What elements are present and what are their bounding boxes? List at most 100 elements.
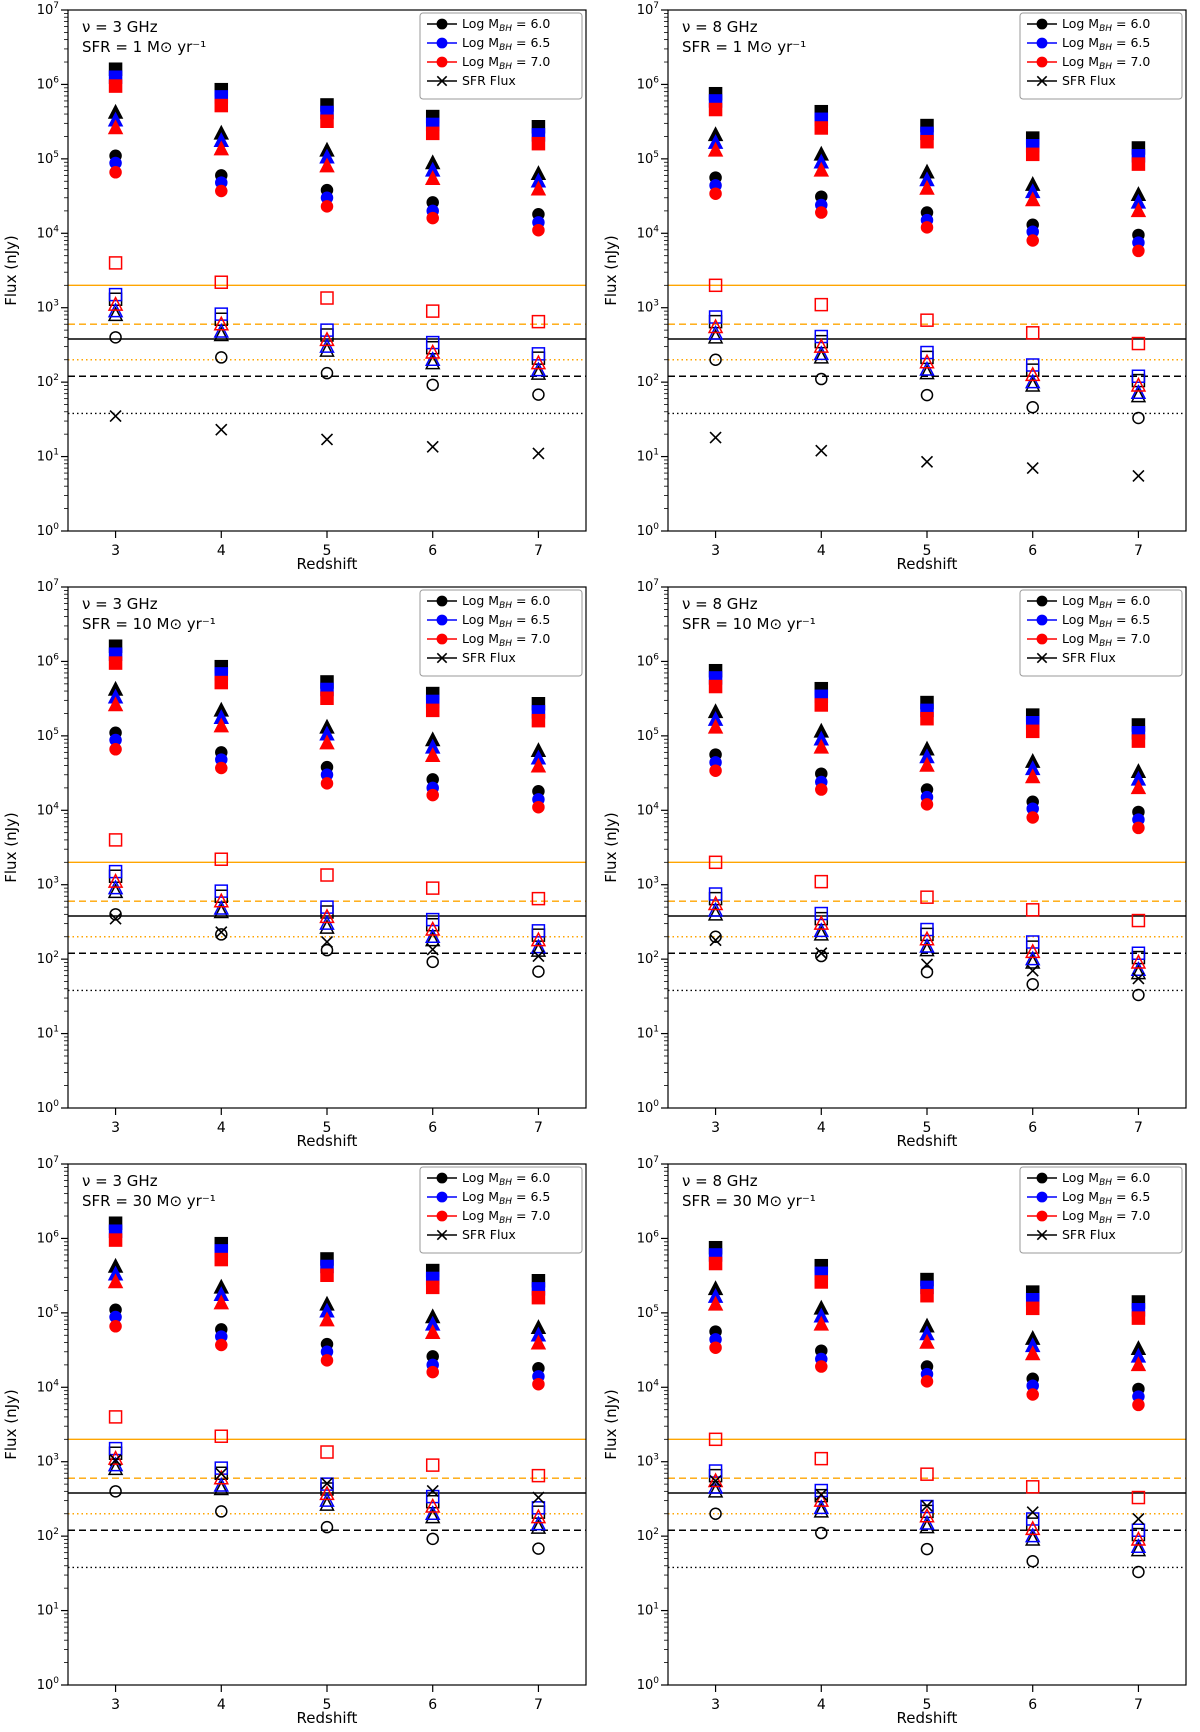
data-point-x: [815, 444, 828, 457]
y-tick-label: 103: [37, 1453, 59, 1470]
x-tick-label: 4: [217, 1697, 226, 1713]
data-point-square: [531, 891, 546, 906]
data-point-square: [320, 1268, 334, 1283]
data-point-square: [1131, 1523, 1146, 1537]
panel-title-line-0: ν = 3 GHz: [82, 1172, 158, 1190]
x-tick-label: 5: [323, 1697, 332, 1713]
data-point-square: [708, 1432, 723, 1447]
series-open-triangle-mbh6.0: [107, 1460, 547, 1534]
data-point-triangle: [107, 1273, 124, 1289]
y-tick-label: 104: [637, 801, 660, 818]
data-point-x: [1132, 1512, 1145, 1526]
data-point-square: [320, 291, 334, 305]
series-filled-circle-mbh7.0: [709, 187, 1145, 258]
series-open-triangle-mbh6.5: [107, 302, 547, 377]
data-point-circle: [920, 798, 934, 811]
data-point-square: [425, 335, 440, 350]
data-point-square: [708, 679, 723, 694]
series-filled-circle-mbh7.0: [109, 1320, 545, 1391]
data-point-x: [1036, 1229, 1048, 1241]
legend-label: Log MBH = 6.0: [462, 16, 550, 34]
data-point-x: [1026, 462, 1039, 475]
y-tick-label: 101: [37, 448, 59, 465]
series-open-triangle-mbh6.0: [707, 328, 1147, 403]
data-point-triangle: [213, 1294, 230, 1310]
data-point-triangle: [107, 873, 124, 888]
data-point-triangle: [813, 925, 830, 941]
data-point-triangle: [1024, 1520, 1041, 1536]
series-filled-triangle-mbh7.0: [707, 718, 1147, 795]
data-point-triangle: [319, 734, 335, 750]
series-filled-triangle-mbh6.5: [107, 111, 547, 188]
data-point-square: [108, 656, 123, 670]
data-point-x: [815, 947, 828, 960]
data-point-square: [214, 1252, 229, 1267]
data-point-square: [531, 1290, 546, 1305]
data-point-circle: [709, 187, 722, 200]
data-point-triangle: [1024, 373, 1041, 389]
series-sfr-flux: [709, 934, 1145, 985]
y-tick-label: 101: [637, 448, 659, 465]
data-point-triangle: [919, 1514, 935, 1530]
x-tick-label: 5: [323, 1120, 332, 1136]
data-point-triangle: [813, 1492, 830, 1507]
chart-flux-vs-redshift-3ghz-sfr10: 100 101 102 103 104 105 106 107 3 4 5 6 7 Redshift Flu…: [2, 578, 587, 1150]
data-point-triangle: [424, 1324, 441, 1340]
data-point-triangle: [530, 365, 547, 380]
panel-title-line-1: SFR = 10 M⊙ yr⁻¹: [682, 615, 816, 633]
series-sfr-flux: [709, 431, 1145, 482]
y-tick-label: 106: [37, 1229, 60, 1246]
data-point-x: [1132, 469, 1145, 482]
data-point-square: [108, 256, 123, 270]
panel-title-line-1: SFR = 1 M⊙ yr⁻¹: [682, 38, 806, 56]
y-tick-label: 102: [37, 950, 59, 967]
data-point-triangle: [530, 180, 547, 196]
x-tick-label: 6: [428, 1697, 437, 1713]
panel-title-line-0: ν = 3 GHz: [82, 18, 158, 36]
data-point-triangle: [213, 326, 230, 342]
series-open-triangle-mbh6.5: [707, 324, 1147, 400]
data-point-triangle: [424, 1505, 441, 1520]
y-tick-label: 104: [637, 224, 660, 241]
panel-title-line-0: ν = 8 GHz: [682, 1172, 758, 1190]
data-point-circle: [815, 1526, 828, 1540]
data-point-square: [425, 1458, 440, 1472]
data-point-square: [814, 121, 829, 135]
series-filled-square-mbh7.0: [708, 679, 1146, 748]
y-tick-label: 107: [37, 1, 59, 18]
data-point-x: [1036, 652, 1048, 664]
data-point-circle: [426, 1365, 439, 1379]
x-tick-label: 5: [923, 543, 932, 559]
data-point-x: [320, 935, 334, 949]
data-point-circle: [815, 783, 828, 796]
data-point-circle: [436, 56, 448, 68]
data-point-x: [426, 440, 439, 453]
data-point-circle: [436, 1191, 448, 1203]
data-point-x: [436, 652, 448, 664]
data-point-circle: [1132, 1398, 1145, 1412]
y-tick-label: 100: [637, 522, 660, 539]
data-point-square: [708, 855, 723, 870]
data-point-triangle: [530, 1508, 547, 1524]
data-point-square: [531, 1468, 546, 1483]
series-open-square-mbh6.5: [708, 310, 1146, 383]
y-tick-label: 104: [37, 1378, 60, 1395]
series-open-circle: [709, 353, 1145, 425]
y-tick-label: 105: [37, 1304, 59, 1321]
chart-panel-3ghz-sfr30: 100 101 102 103 104 105 106 107 3 4 5 6 7 Redshift Flu…: [0, 1154, 600, 1731]
y-tick-label: 104: [37, 224, 60, 241]
data-point-circle: [920, 388, 934, 402]
data-point-square: [920, 922, 934, 937]
panel-title-line-0: ν = 3 GHz: [82, 595, 158, 613]
data-point-circle: [1036, 1172, 1048, 1184]
chart-flux-vs-redshift-8ghz-sfr30: 100 101 102 103 104 105 106 107 3 4 5 6 7 Redshift Flu…: [602, 1155, 1187, 1727]
data-point-x: [320, 1477, 334, 1490]
data-point-circle: [532, 800, 545, 814]
data-point-square: [531, 136, 546, 151]
data-point-circle: [1026, 977, 1039, 991]
x-tick-label: 3: [111, 1120, 120, 1136]
data-point-circle: [920, 221, 934, 234]
data-point-square: [708, 278, 723, 293]
data-point-square: [920, 345, 934, 360]
y-tick-label: 105: [637, 1304, 659, 1321]
